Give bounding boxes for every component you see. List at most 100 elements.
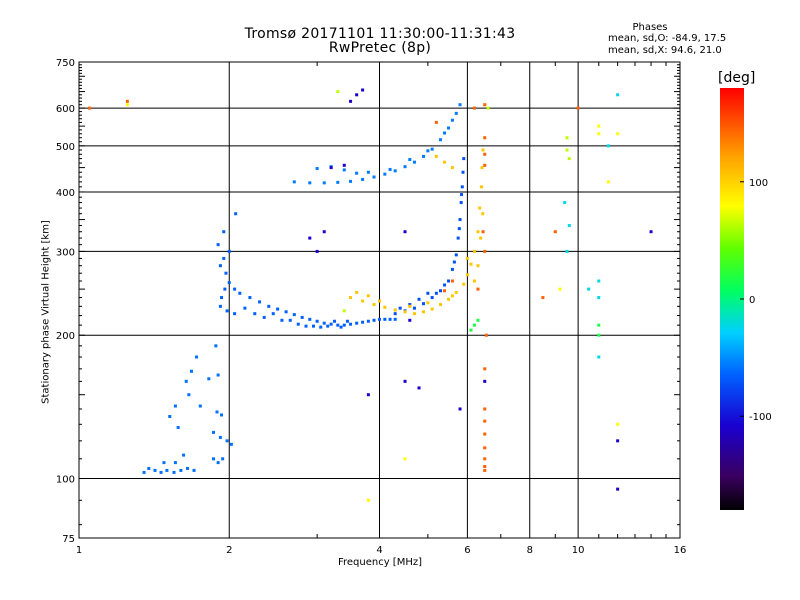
echo-point xyxy=(460,185,464,189)
echo-point xyxy=(329,322,333,326)
echo-point xyxy=(253,312,257,316)
echo-point xyxy=(159,470,163,474)
echo-point xyxy=(300,315,304,319)
echo-point xyxy=(452,260,456,264)
echo-point xyxy=(222,256,226,260)
echo-point xyxy=(349,296,353,300)
echo-point xyxy=(223,287,227,291)
x-tick-label: 6 xyxy=(464,545,470,556)
echo-point xyxy=(447,297,451,301)
echo-point xyxy=(182,453,186,457)
echo-point xyxy=(393,169,397,173)
echo-point xyxy=(179,468,183,472)
x-tick-label: 8 xyxy=(527,545,533,556)
y-tick-label: 300 xyxy=(56,247,75,258)
echo-point xyxy=(408,318,412,322)
y-tick-label: 750 xyxy=(56,58,75,69)
echo-point xyxy=(308,317,312,321)
echo-point xyxy=(483,419,487,423)
echo-point xyxy=(361,88,365,92)
echo-point xyxy=(184,379,188,383)
x-axis-label: Frequency [MHz] xyxy=(337,557,423,568)
echo-point xyxy=(450,267,454,271)
echo-point xyxy=(461,170,465,174)
echo-point xyxy=(142,470,146,474)
echo-point xyxy=(153,468,157,472)
echo-point xyxy=(349,322,353,326)
echo-point xyxy=(218,264,222,268)
echo-point xyxy=(243,306,247,310)
echo-point xyxy=(361,299,365,303)
x-tick-label: 4 xyxy=(376,545,382,556)
echo-point xyxy=(393,312,397,316)
echo-point xyxy=(220,296,224,300)
echo-point xyxy=(403,165,407,169)
echo-point xyxy=(483,379,487,383)
echo-point xyxy=(258,300,262,304)
echo-point xyxy=(597,279,601,283)
echo-point xyxy=(366,294,370,298)
echo-point xyxy=(378,317,381,321)
echo-point xyxy=(393,308,397,312)
y-tick-label: 75 xyxy=(62,534,75,545)
echo-point xyxy=(173,461,177,465)
echo-point xyxy=(308,236,312,240)
echo-point xyxy=(567,157,571,161)
colorbar-tick-label: 100 xyxy=(749,178,768,189)
echo-point xyxy=(483,457,487,461)
colorbar-tick-label: 0 xyxy=(749,295,755,306)
echo-point xyxy=(308,181,312,185)
echo-point xyxy=(172,470,176,474)
echo-point xyxy=(383,305,387,309)
echo-point xyxy=(439,138,443,142)
echo-point xyxy=(288,318,292,322)
echo-point xyxy=(430,307,434,311)
echo-point xyxy=(421,302,425,306)
echo-point xyxy=(616,93,620,97)
x-tick-label: 2 xyxy=(226,545,232,556)
echo-point xyxy=(469,262,473,266)
echo-point xyxy=(483,136,487,140)
echo-point xyxy=(345,319,349,323)
echo-point xyxy=(541,296,545,300)
echo-point xyxy=(383,172,387,176)
colorbar-unit-label: [deg] xyxy=(718,70,756,86)
echo-point xyxy=(408,157,412,161)
echo-point xyxy=(332,319,336,323)
echo-point xyxy=(478,206,482,210)
echo-point xyxy=(311,324,315,328)
echo-point xyxy=(339,325,343,329)
echo-point xyxy=(426,291,430,295)
echo-point xyxy=(125,99,129,103)
echo-point xyxy=(606,180,610,184)
chart-subtitle: RwPretec (8p) xyxy=(328,40,432,56)
echo-point xyxy=(233,287,237,291)
echo-point xyxy=(315,319,319,323)
echo-point xyxy=(315,167,319,171)
echo-point xyxy=(276,307,280,311)
echo-point xyxy=(479,236,483,240)
echo-point xyxy=(355,93,359,97)
echo-point xyxy=(355,171,359,175)
echo-point xyxy=(329,166,333,170)
echo-point xyxy=(322,230,326,234)
echo-point xyxy=(125,103,129,107)
y-tick-label: 200 xyxy=(56,331,75,342)
x-tick-label: 1 xyxy=(76,545,82,556)
echo-point xyxy=(355,290,359,294)
echo-point xyxy=(372,318,376,322)
echo-point xyxy=(450,294,454,298)
echo-point xyxy=(342,163,346,167)
echo-point xyxy=(460,193,464,197)
echo-point xyxy=(187,393,191,397)
echo-point xyxy=(597,333,601,337)
echo-point xyxy=(168,414,172,418)
y-tick-label: 500 xyxy=(56,142,75,153)
echo-point xyxy=(215,410,219,414)
echo-point xyxy=(372,175,376,179)
echo-point xyxy=(393,317,397,321)
echo-point xyxy=(315,249,319,253)
echo-point xyxy=(216,461,220,465)
echo-point xyxy=(616,422,620,426)
echo-point xyxy=(597,132,601,136)
